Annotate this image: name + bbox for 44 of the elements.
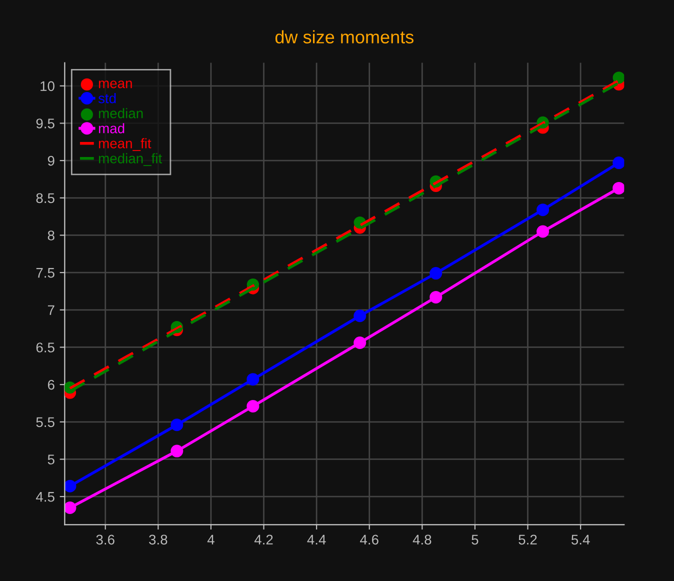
y-tick-label: 9 — [48, 156, 54, 166]
x-tick-label: 5.4 — [571, 534, 590, 545]
point — [430, 290, 442, 304]
point — [354, 310, 366, 322]
legend-label: std — [98, 93, 116, 104]
y-tick-label: 7.5 — [36, 268, 54, 278]
x-tick-label: 5.2 — [518, 534, 537, 545]
x-tick-label: 4.2 — [254, 534, 273, 544]
point — [354, 336, 366, 350]
point — [612, 182, 624, 194]
y-tick-label: 6 — [48, 380, 54, 390]
legend-label: mean — [98, 80, 132, 88]
legend-label: mad — [98, 123, 124, 134]
legend-label: median — [98, 108, 143, 118]
x-tick-label: 4.8 — [412, 534, 432, 545]
point — [612, 156, 624, 170]
point — [170, 418, 184, 432]
y-tick-label: 7 — [48, 305, 54, 315]
point — [536, 204, 550, 216]
y-tick-label: 5.5 — [36, 417, 54, 428]
x-tick-label: 4.4 — [307, 534, 326, 544]
point — [64, 502, 76, 514]
x-tick-label: 3.6 — [96, 534, 114, 545]
y-tick-label: 9.5 — [36, 118, 54, 128]
point — [536, 225, 550, 238]
legend-label: median_fit — [98, 153, 162, 166]
point — [64, 480, 76, 492]
point — [170, 444, 184, 458]
y-tick-label: 8.5 — [36, 193, 54, 204]
legend-label: mean_fit — [98, 138, 152, 151]
point — [246, 400, 260, 412]
x-tick-label: 5 — [472, 534, 478, 545]
x-tick-label: 4 — [207, 534, 214, 544]
x-tick-label: 3.8 — [149, 534, 168, 545]
point — [430, 267, 442, 280]
chart-title: dw size moments — [275, 30, 414, 44]
y-tick-label: 5 — [48, 454, 54, 464]
y-tick-label: 4.5 — [36, 492, 54, 502]
x-tick-label: 4.6 — [360, 534, 378, 545]
y-tick-label: 8 — [48, 230, 54, 240]
y-tick-label: 6.5 — [36, 342, 54, 352]
y-tick-label: 10 — [40, 81, 54, 92]
point — [246, 373, 260, 386]
point — [612, 72, 624, 84]
